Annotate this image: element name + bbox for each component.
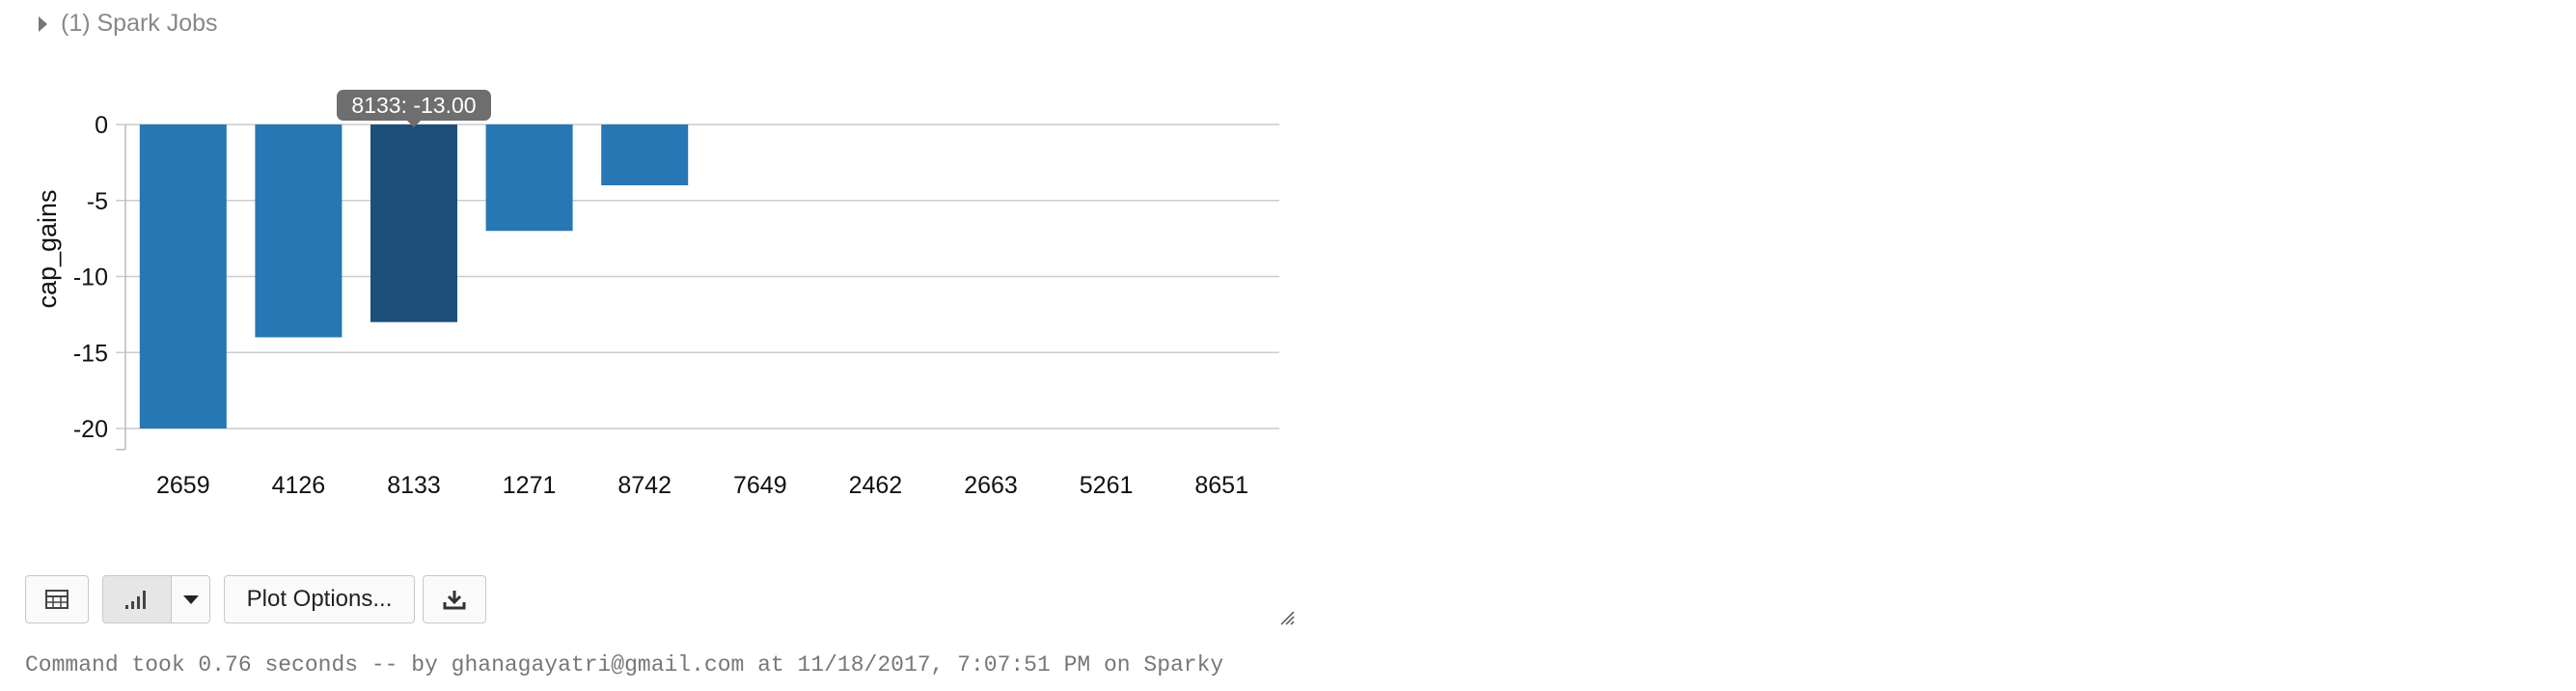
y-tick-label: -10 bbox=[73, 264, 108, 291]
bar-8133 bbox=[370, 124, 457, 322]
tooltip-arrow bbox=[407, 121, 421, 127]
bar-chart-icon bbox=[125, 591, 146, 609]
chevron-down-icon bbox=[182, 594, 199, 604]
x-tick-label: 2659 bbox=[156, 472, 210, 499]
y-tick-label: 0 bbox=[95, 112, 108, 139]
bar-2659 bbox=[139, 124, 227, 428]
resize-handle-icon[interactable] bbox=[1279, 610, 1295, 625]
x-tick-label: 2663 bbox=[964, 472, 1018, 499]
table-icon bbox=[45, 590, 69, 609]
x-tick-label: 8651 bbox=[1194, 472, 1248, 499]
x-tick-label: 5261 bbox=[1080, 472, 1134, 499]
y-axis-title: cap_gains bbox=[33, 189, 62, 308]
bars bbox=[139, 124, 689, 428]
x-tick-label: 7649 bbox=[733, 472, 787, 499]
y-tick-label: -5 bbox=[87, 188, 108, 215]
table-view-button[interactable] bbox=[25, 575, 89, 623]
y-tick-label: -20 bbox=[73, 416, 108, 443]
x-tick-label: 2462 bbox=[849, 472, 903, 499]
y-tick-label: -15 bbox=[73, 340, 108, 367]
spark-jobs-label: (1) Spark Jobs bbox=[61, 10, 218, 37]
spark-jobs-toggle[interactable]: (1) Spark Jobs bbox=[39, 10, 218, 38]
x-tick-label: 1271 bbox=[503, 472, 557, 499]
plot-options-button[interactable]: Plot Options... bbox=[224, 575, 415, 623]
caret-right-icon bbox=[39, 15, 47, 32]
bar-4126 bbox=[255, 124, 343, 338]
bar-8742 bbox=[601, 124, 689, 185]
display-toolbar: Plot Options... bbox=[25, 575, 486, 623]
command-status-text: Command took 0.76 seconds -- by ghanagay… bbox=[25, 652, 1224, 677]
tooltip-background bbox=[337, 90, 491, 121]
tooltip-text: 8133: -13.00 bbox=[351, 93, 476, 118]
download-icon bbox=[443, 591, 466, 610]
chart-view-button[interactable] bbox=[102, 575, 172, 623]
bar-1271 bbox=[485, 124, 573, 232]
bar-tooltip: 8133: -13.00 bbox=[337, 90, 491, 127]
y-axis: 0 -5 -10 -15 -20 bbox=[73, 112, 126, 451]
x-axis: 2659 4126 8133 1271 8742 7649 2462 2663 5261 8651 bbox=[156, 472, 1248, 499]
x-tick-label: 8742 bbox=[617, 472, 671, 499]
chart-type-dropdown-button[interactable] bbox=[172, 575, 210, 623]
x-tick-label: 8133 bbox=[387, 472, 441, 499]
download-button[interactable] bbox=[423, 575, 486, 623]
x-tick-label: 4126 bbox=[272, 472, 326, 499]
bar-chart: 0 -5 -10 -15 -20 2659 4126 8133 1271 8742 7649 246… bbox=[33, 90, 1279, 499]
